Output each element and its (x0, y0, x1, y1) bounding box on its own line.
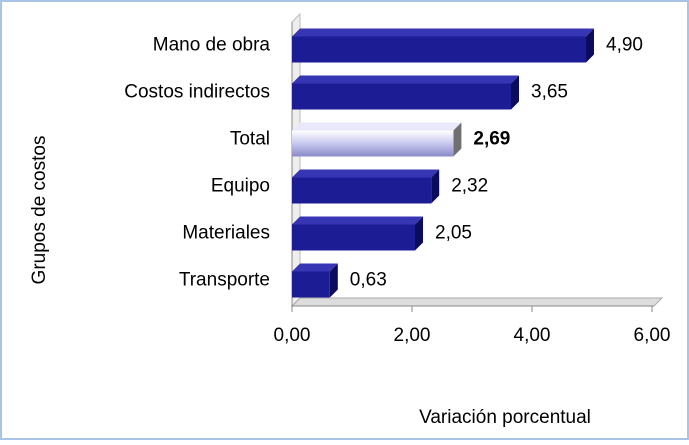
y-tick-label: Equipo (211, 176, 270, 197)
bar-top (292, 122, 462, 131)
bar-side (511, 75, 519, 110)
x-tick-label: 6,00 (634, 325, 671, 346)
bar-top (292, 75, 519, 84)
bar (292, 177, 432, 204)
bar (292, 36, 586, 63)
y-tick-label: Total (230, 129, 270, 150)
x-tick-label: 0,00 (274, 325, 311, 346)
bar (292, 83, 511, 110)
x-axis-label: Variación porcentual (419, 407, 591, 428)
value-label: 4,90 (606, 35, 643, 56)
value-label: 2,05 (435, 223, 472, 244)
x-tick-label: 2,00 (394, 325, 431, 346)
bar (292, 130, 454, 157)
y-tick-label: Mano de obra (153, 35, 271, 56)
value-label: 2,69 (473, 129, 510, 150)
bar-top (292, 216, 423, 225)
x-tick-label: 4,00 (514, 325, 551, 346)
value-label: 3,65 (531, 82, 568, 103)
bar-side (431, 169, 440, 204)
value-label: 0,63 (350, 270, 387, 291)
bar-side (329, 263, 338, 298)
floor (290, 297, 664, 307)
y-tick-label: Materiales (182, 223, 270, 244)
bar-side (453, 122, 462, 157)
y-tick-label: Costos indirectos (124, 82, 270, 103)
bar (292, 224, 415, 251)
bar-top (292, 263, 338, 272)
bar-side (586, 28, 594, 63)
bar-side (415, 216, 423, 251)
y-tick-label: Transporte (179, 270, 270, 291)
bar-top (292, 169, 440, 178)
bar (292, 271, 330, 298)
bar-top (292, 28, 594, 37)
value-label: 2,32 (451, 176, 488, 197)
y-axis-label: Grupos de costos (29, 136, 50, 285)
